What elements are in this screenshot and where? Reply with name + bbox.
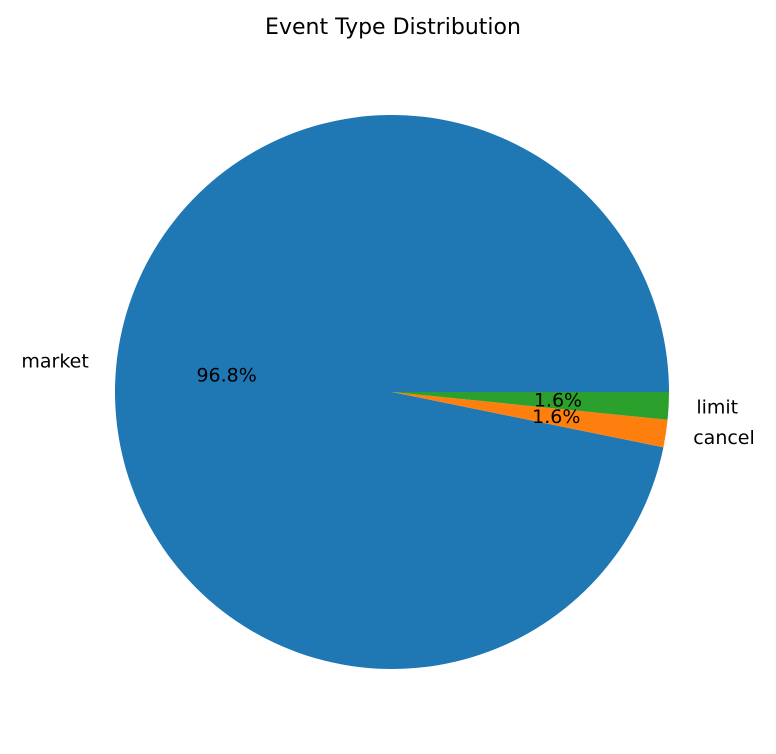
pie-slice-limit <box>392 392 669 420</box>
chart-title: Event Type Distribution <box>265 15 521 40</box>
pie-slice-market <box>114 115 669 670</box>
pie-slice-cancel <box>392 392 668 448</box>
pie-slices <box>114 115 669 670</box>
percent-label-cancel: 1.6% <box>532 406 580 428</box>
category-label-cancel: cancel <box>693 427 755 449</box>
category-label-limit: limit <box>696 396 738 418</box>
category-label-market: market <box>21 350 88 372</box>
percent-label-limit: 1.6% <box>534 389 582 411</box>
pie-labels: market 96.8% cancel 1.6% limit 1.6% <box>21 350 754 448</box>
percent-label-market: 96.8% <box>196 364 256 386</box>
